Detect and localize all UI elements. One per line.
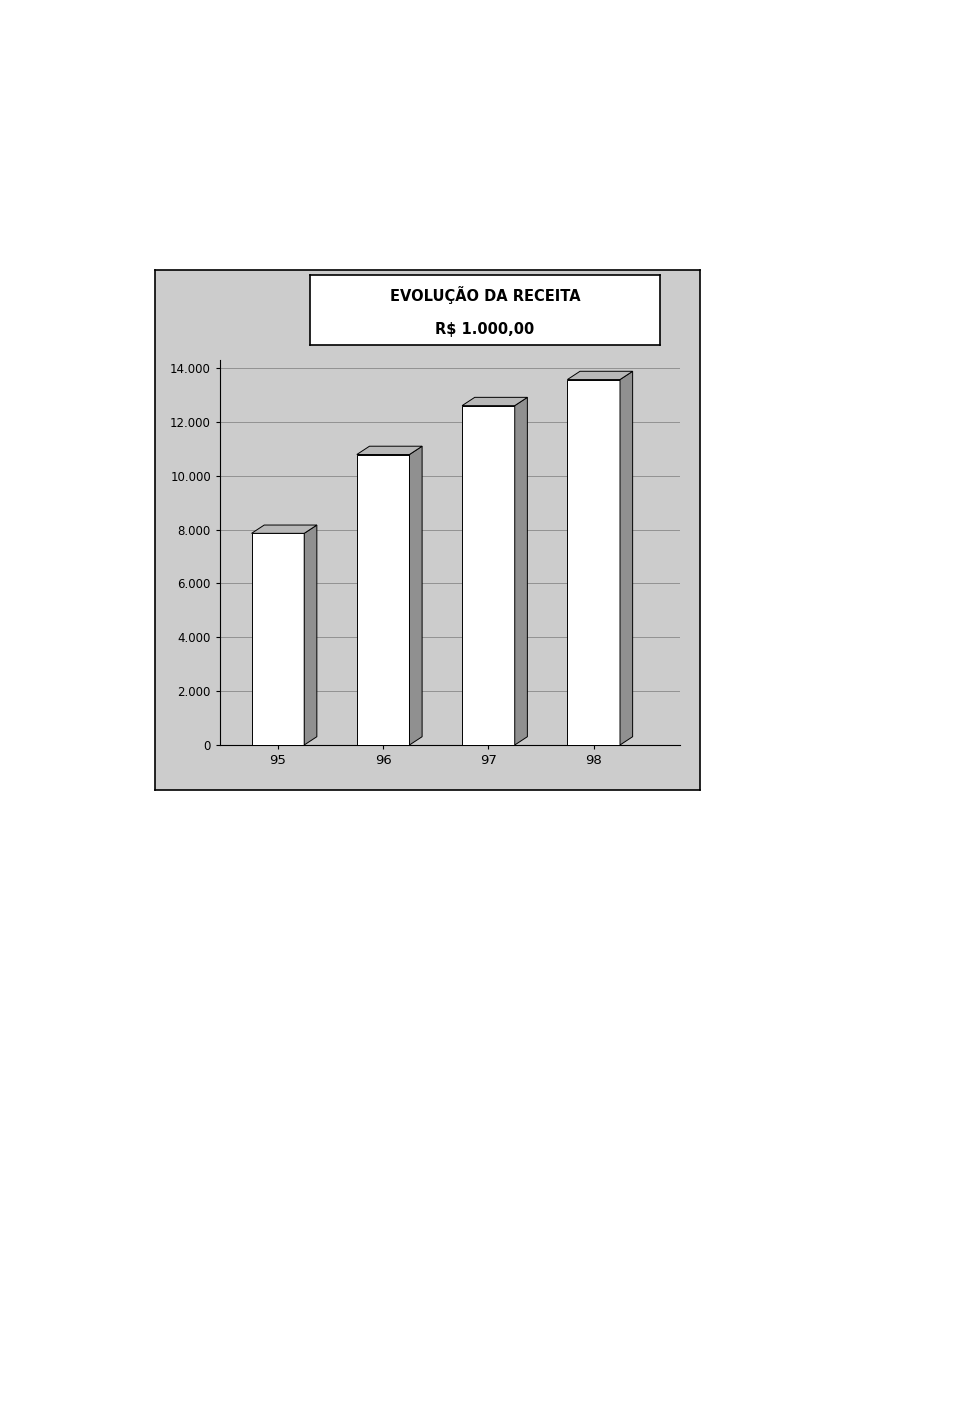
Polygon shape [304, 525, 317, 745]
Polygon shape [357, 446, 422, 454]
Polygon shape [567, 372, 633, 380]
Polygon shape [620, 372, 633, 745]
Bar [567, 380, 620, 745]
Bar [357, 454, 410, 745]
Polygon shape [515, 397, 527, 745]
Polygon shape [462, 397, 527, 406]
Text: EVOLUÇÃO DA RECEITA: EVOLUÇÃO DA RECEITA [390, 286, 580, 303]
Bar [252, 534, 304, 745]
Polygon shape [252, 525, 317, 534]
Polygon shape [410, 446, 422, 745]
Bar [462, 406, 515, 745]
Text: R$ 1.000,00: R$ 1.000,00 [436, 322, 535, 337]
